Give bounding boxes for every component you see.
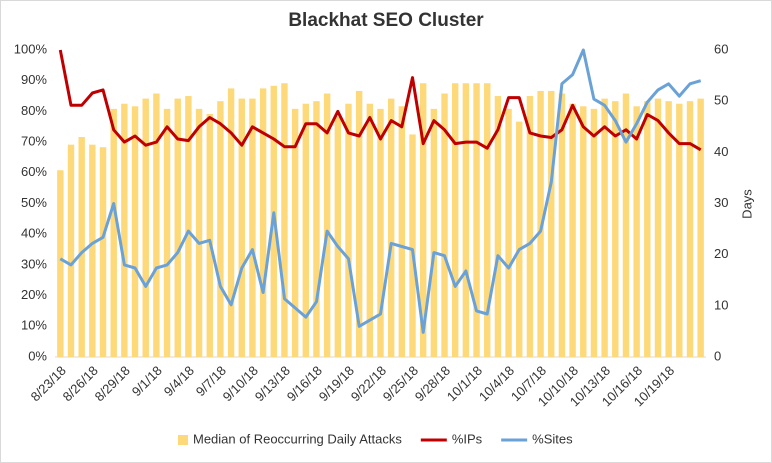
line-series <box>58 49 702 152</box>
bar <box>163 108 171 357</box>
y-tick-label: 100% <box>14 41 48 56</box>
bar <box>473 83 480 357</box>
bar <box>558 93 566 357</box>
y-tick-label: 0% <box>28 348 47 363</box>
y-tick-label: 70% <box>21 134 47 149</box>
legend-label: %IPs <box>452 431 483 446</box>
bar <box>654 98 662 357</box>
y-tick-label: 50% <box>21 195 47 210</box>
bar <box>452 83 459 357</box>
bar <box>323 93 331 357</box>
bar <box>676 103 683 357</box>
bar <box>345 103 352 357</box>
y2-tick-label: 30 <box>714 195 728 210</box>
y-tick-label: 40% <box>21 226 47 241</box>
bar <box>686 101 694 358</box>
bar <box>526 96 534 358</box>
bar <box>57 170 64 357</box>
line-series <box>59 48 702 334</box>
y2-tick-label: 40 <box>714 144 728 159</box>
bar <box>569 103 576 357</box>
bar <box>633 106 640 358</box>
bar <box>206 113 213 357</box>
bar <box>462 83 470 357</box>
bar <box>238 98 245 357</box>
legend-label: Median of Reoccurring Daily Attacks <box>193 431 402 446</box>
y-tick-label: 90% <box>21 72 47 87</box>
bar <box>548 90 555 357</box>
bar <box>366 103 374 357</box>
bar <box>377 108 384 357</box>
bar <box>89 144 96 357</box>
bar <box>622 93 630 357</box>
bar <box>601 98 608 357</box>
bar <box>430 108 438 357</box>
y-tick-label: 80% <box>21 103 47 118</box>
bar <box>67 144 75 357</box>
y-tick-label: 30% <box>21 256 47 271</box>
bar <box>355 90 363 357</box>
bar <box>537 90 544 357</box>
bar <box>291 108 299 357</box>
bar <box>121 103 128 357</box>
legend-swatch <box>178 435 188 445</box>
bar <box>419 83 427 357</box>
y2-tick-label: 20 <box>714 246 728 261</box>
bar <box>142 98 149 357</box>
bar <box>99 147 107 357</box>
bar <box>313 101 320 358</box>
bar <box>78 136 85 357</box>
y-tick-label: 10% <box>21 318 47 333</box>
y-tick-label: 60% <box>21 164 47 179</box>
bar <box>441 93 448 357</box>
bar <box>484 83 491 357</box>
bar <box>398 106 406 358</box>
bar <box>281 83 288 357</box>
bar <box>409 134 416 357</box>
bar <box>131 106 139 358</box>
bar <box>697 98 704 357</box>
bar <box>387 98 395 357</box>
bar <box>227 88 235 357</box>
bar <box>217 101 224 358</box>
y2-axis-title: Days <box>739 189 754 219</box>
bar <box>249 98 256 357</box>
y2-tick-label: 50 <box>714 93 728 108</box>
bar <box>665 101 672 358</box>
legend-label: %Sites <box>532 431 573 446</box>
bar <box>580 106 587 358</box>
y2-tick-label: 60 <box>714 41 728 56</box>
bar <box>153 93 160 357</box>
bar <box>644 101 651 358</box>
bar <box>259 88 267 357</box>
bar <box>174 98 181 357</box>
bar <box>195 108 203 357</box>
bar <box>302 103 309 357</box>
chart-title: Blackhat SEO Cluster <box>288 10 484 31</box>
bar <box>590 108 598 357</box>
bar <box>110 108 117 357</box>
bar <box>334 116 342 358</box>
bar <box>185 96 192 358</box>
bar <box>494 96 502 358</box>
bar <box>505 108 512 357</box>
y-tick-label: 20% <box>21 287 47 302</box>
y2-tick-label: 10 <box>714 297 728 312</box>
y2-tick-label: 0 <box>714 348 721 363</box>
bar <box>516 121 523 357</box>
bar <box>612 101 619 358</box>
